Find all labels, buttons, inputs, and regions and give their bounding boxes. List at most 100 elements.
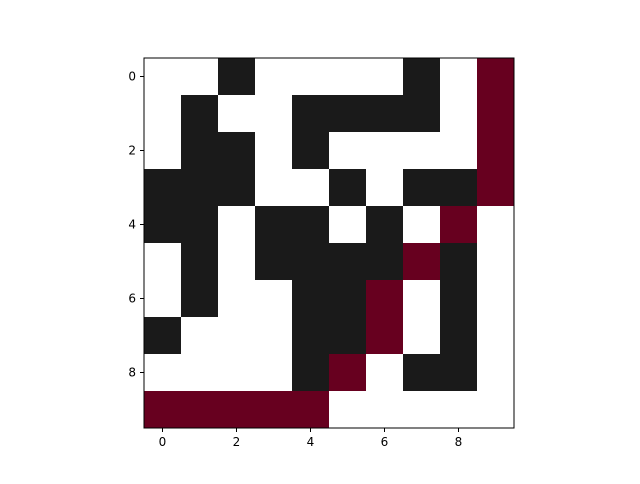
heatmap-cell-r1-c8 bbox=[440, 95, 478, 133]
heatmap-cell-r0-c2 bbox=[218, 58, 256, 96]
x-axis-ticks: 02468 bbox=[159, 428, 463, 449]
heatmap-cell-r2-c6 bbox=[366, 132, 404, 170]
heatmap-cell-r6-c5 bbox=[329, 280, 367, 318]
heatmap-cell-r4-c1 bbox=[181, 206, 219, 244]
heatmap-cell-r4-c4 bbox=[292, 206, 330, 244]
heatmap-cell-r3-c4 bbox=[292, 169, 330, 207]
heatmap-cell-r0-c7 bbox=[403, 58, 441, 96]
heatmap-cell-r9-c2 bbox=[218, 391, 256, 429]
heatmap-cell-r1-c0 bbox=[144, 95, 182, 133]
heatmap-cell-r1-c4 bbox=[292, 95, 330, 133]
heatmap-cell-r5-c3 bbox=[255, 243, 293, 281]
heatmap-cell-r4-c2 bbox=[218, 206, 256, 244]
heatmap-cell-r0-c4 bbox=[292, 58, 330, 96]
heatmap-cell-r9-c6 bbox=[366, 391, 404, 429]
heatmap-cell-r8-c6 bbox=[366, 354, 404, 392]
heatmap-cell-r3-c2 bbox=[218, 169, 256, 207]
heatmap-cell-r5-c9 bbox=[477, 243, 515, 281]
y-tick-label: 8 bbox=[128, 366, 136, 380]
heatmap-cell-r0-c5 bbox=[329, 58, 367, 96]
heatmap-cell-r0-c0 bbox=[144, 58, 182, 96]
heatmap-cell-r8-c0 bbox=[144, 354, 182, 392]
heatmap-cell-r6-c6 bbox=[366, 280, 404, 318]
heatmap-cell-r1-c1 bbox=[181, 95, 219, 133]
heatmap-cell-r0-c9 bbox=[477, 58, 515, 96]
heatmap-cell-r6-c8 bbox=[440, 280, 478, 318]
heatmap-cell-r4-c9 bbox=[477, 206, 515, 244]
heatmap-cell-r9-c0 bbox=[144, 391, 182, 429]
heatmap-cell-r5-c1 bbox=[181, 243, 219, 281]
heatmap-cell-r1-c9 bbox=[477, 95, 515, 133]
heatmap-cell-r5-c6 bbox=[366, 243, 404, 281]
y-tick-label: 0 bbox=[128, 70, 136, 84]
heatmap-cell-r4-c8 bbox=[440, 206, 478, 244]
x-tick-label: 6 bbox=[381, 435, 389, 449]
heatmap-cell-r8-c5 bbox=[329, 354, 367, 392]
heatmap-cell-r7-c9 bbox=[477, 317, 515, 355]
heatmap-cell-r5-c7 bbox=[403, 243, 441, 281]
heatmap-cell-r9-c9 bbox=[477, 391, 515, 429]
heatmap-cell-r2-c4 bbox=[292, 132, 330, 170]
heatmap-cell-r1-c3 bbox=[255, 95, 293, 133]
heatmap-cell-r7-c6 bbox=[366, 317, 404, 355]
y-tick-label: 4 bbox=[128, 218, 136, 232]
heatmap-cell-r5-c0 bbox=[144, 243, 182, 281]
heatmap-cell-r6-c4 bbox=[292, 280, 330, 318]
heatmap-cell-r2-c1 bbox=[181, 132, 219, 170]
y-tick-label: 6 bbox=[128, 292, 136, 306]
heatmap-cell-r3-c5 bbox=[329, 169, 367, 207]
heatmap-cell-r2-c5 bbox=[329, 132, 367, 170]
x-tick-label: 4 bbox=[307, 435, 315, 449]
heatmap-cell-r8-c2 bbox=[218, 354, 256, 392]
heatmap-cell-r3-c6 bbox=[366, 169, 404, 207]
heatmap-cell-r7-c5 bbox=[329, 317, 367, 355]
x-tick-label: 2 bbox=[233, 435, 241, 449]
heatmap-cell-r7-c1 bbox=[181, 317, 219, 355]
heatmap-cell-r8-c8 bbox=[440, 354, 478, 392]
heatmap-cell-r7-c3 bbox=[255, 317, 293, 355]
heatmap-cell-r9-c7 bbox=[403, 391, 441, 429]
heatmap-cells bbox=[144, 58, 515, 429]
heatmap-cell-r4-c7 bbox=[403, 206, 441, 244]
heatmap-cell-r3-c0 bbox=[144, 169, 182, 207]
heatmap-cell-r6-c3 bbox=[255, 280, 293, 318]
heatmap-cell-r3-c9 bbox=[477, 169, 515, 207]
heatmap-cell-r6-c1 bbox=[181, 280, 219, 318]
heatmap-cell-r7-c8 bbox=[440, 317, 478, 355]
y-axis-ticks: 0 2 4 6 8 bbox=[128, 70, 144, 380]
heatmap-cell-r2-c8 bbox=[440, 132, 478, 170]
heatmap-cell-r5-c8 bbox=[440, 243, 478, 281]
heatmap-cell-r4-c0 bbox=[144, 206, 182, 244]
heatmap-cell-r9-c4 bbox=[292, 391, 330, 429]
y-tick-label: 2 bbox=[128, 144, 136, 158]
heatmap-cell-r5-c5 bbox=[329, 243, 367, 281]
heatmap-cell-r0-c6 bbox=[366, 58, 404, 96]
heatmap-cell-r2-c0 bbox=[144, 132, 182, 170]
heatmap-cell-r8-c7 bbox=[403, 354, 441, 392]
heatmap-cell-r7-c2 bbox=[218, 317, 256, 355]
heatmap-cell-r9-c5 bbox=[329, 391, 367, 429]
heatmap-cell-r1-c7 bbox=[403, 95, 441, 133]
heatmap-cell-r9-c8 bbox=[440, 391, 478, 429]
heatmap-cell-r2-c3 bbox=[255, 132, 293, 170]
heatmap-cell-r6-c7 bbox=[403, 280, 441, 318]
heatmap-cell-r9-c1 bbox=[181, 391, 219, 429]
heatmap-cell-r1-c6 bbox=[366, 95, 404, 133]
heatmap-cell-r5-c2 bbox=[218, 243, 256, 281]
heatmap-cell-r4-c5 bbox=[329, 206, 367, 244]
heatmap-cell-r4-c6 bbox=[366, 206, 404, 244]
heatmap-cell-r4-c3 bbox=[255, 206, 293, 244]
heatmap-cell-r0-c3 bbox=[255, 58, 293, 96]
heatmap-cell-r3-c7 bbox=[403, 169, 441, 207]
heatmap-cell-r6-c0 bbox=[144, 280, 182, 318]
heatmap-cell-r9-c3 bbox=[255, 391, 293, 429]
heatmap-cell-r0-c8 bbox=[440, 58, 478, 96]
heatmap-cell-r6-c2 bbox=[218, 280, 256, 318]
heatmap-cell-r2-c9 bbox=[477, 132, 515, 170]
heatmap-cell-r8-c9 bbox=[477, 354, 515, 392]
heatmap-cell-r7-c0 bbox=[144, 317, 182, 355]
heatmap-cell-r2-c7 bbox=[403, 132, 441, 170]
heatmap-cell-r3-c1 bbox=[181, 169, 219, 207]
